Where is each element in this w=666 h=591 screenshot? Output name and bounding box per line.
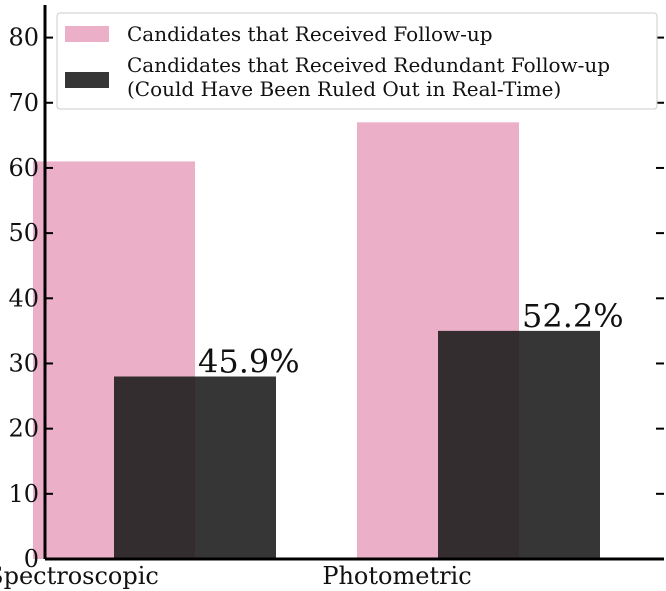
legend: Candidates that Received Follow-up Candid… [56, 12, 658, 110]
bar-value-label: 45.9% [198, 343, 300, 381]
axes-group: 0 10 20 30 40 50 60 70 80 [8, 5, 664, 573]
legend-label-line: (Could Have Been Ruled Out in Real-Time) [127, 77, 561, 101]
y-tick-label: 0 [24, 545, 39, 573]
legend-label-line: Candidates that Received Redundant Follo… [127, 53, 610, 77]
y-tick-label: 60 [8, 154, 39, 182]
y-tick-label: 20 [8, 415, 39, 443]
bar-value-label: 52.2% [522, 297, 624, 335]
y-tick-label: 40 [8, 284, 39, 312]
legend-box [56, 12, 658, 110]
legend-swatch-followup [65, 26, 109, 42]
y-tick-label: 70 [8, 89, 39, 117]
y-tick-label: 50 [8, 219, 39, 247]
y-tick-label: 10 [8, 480, 39, 508]
bars-group [33, 122, 600, 559]
legend-swatch-redundant [65, 72, 109, 88]
y-tick-label: 30 [8, 349, 39, 377]
bar-redundant-photometric [438, 330, 600, 559]
labels-group: 45.9% 52.2% Spectroscopic Photometric [0, 297, 624, 590]
legend-label-followup: Candidates that Received Follow-up [127, 22, 493, 46]
x-tick-label-spectroscopic: Spectroscopic [0, 562, 159, 590]
y-tick-label: 80 [8, 24, 39, 52]
legend-label-redundant: Candidates that Received Redundant Follo… [127, 53, 610, 101]
x-tick-label-photometric: Photometric [322, 562, 471, 590]
bar-redundant-spectroscopic [114, 376, 276, 559]
